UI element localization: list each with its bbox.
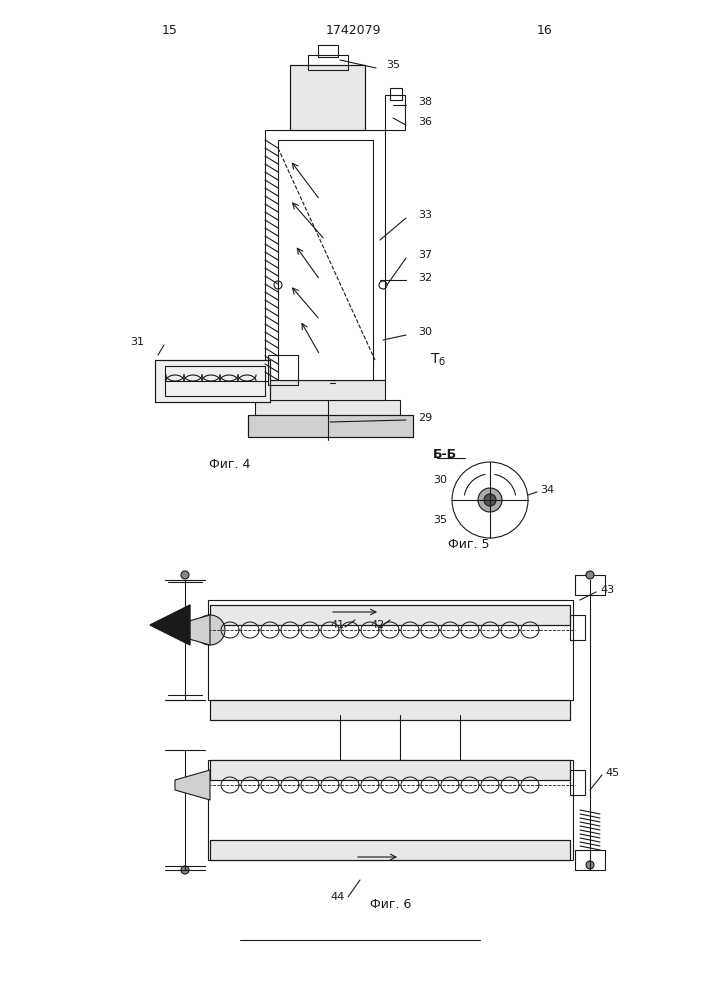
Text: 30: 30 — [418, 327, 432, 337]
Bar — [210, 840, 570, 860]
Bar — [248, 415, 413, 437]
Circle shape — [181, 571, 189, 579]
Circle shape — [181, 866, 189, 874]
Bar — [390, 88, 402, 100]
Text: 29: 29 — [418, 413, 432, 423]
Text: Фиг. 6: Фиг. 6 — [370, 898, 411, 912]
Circle shape — [478, 488, 502, 512]
Text: 45: 45 — [605, 768, 619, 778]
Text: 33: 33 — [418, 210, 432, 220]
Text: 30: 30 — [433, 475, 447, 485]
Circle shape — [586, 571, 594, 579]
Bar — [210, 760, 570, 780]
Circle shape — [586, 861, 594, 869]
Bar — [268, 355, 298, 385]
Text: 35: 35 — [386, 60, 400, 70]
Bar — [210, 760, 570, 780]
Text: 37: 37 — [418, 250, 432, 260]
Bar — [290, 65, 365, 130]
Text: Б-Б: Б-Б — [433, 448, 457, 462]
Text: $\mathsf{T_б}$: $\mathsf{T_б}$ — [430, 352, 446, 368]
Bar — [210, 700, 570, 720]
Bar — [265, 380, 385, 400]
Bar — [570, 770, 585, 795]
Bar — [575, 850, 605, 870]
Text: 38: 38 — [418, 97, 432, 107]
Polygon shape — [175, 615, 210, 645]
Bar — [210, 700, 570, 720]
Text: 41: 41 — [330, 620, 344, 630]
Bar — [570, 615, 585, 640]
Bar — [290, 65, 365, 130]
Text: 1742079: 1742079 — [325, 23, 381, 36]
Text: 34: 34 — [540, 485, 554, 495]
Polygon shape — [150, 605, 190, 645]
Text: 15: 15 — [162, 23, 178, 36]
Bar — [155, 360, 270, 402]
Bar — [265, 130, 385, 380]
Circle shape — [195, 615, 225, 645]
Bar — [385, 95, 405, 130]
Bar — [255, 400, 400, 425]
Bar — [248, 415, 413, 437]
Text: 16: 16 — [537, 23, 553, 36]
Polygon shape — [175, 770, 210, 800]
Text: 44: 44 — [330, 892, 344, 902]
Bar — [308, 55, 348, 70]
Bar — [278, 140, 373, 380]
Text: 31: 31 — [130, 337, 144, 347]
Bar — [208, 760, 573, 860]
Bar — [155, 360, 270, 402]
Text: Фиг. 4: Фиг. 4 — [209, 458, 251, 472]
Text: 36: 36 — [418, 117, 432, 127]
Text: 32: 32 — [418, 273, 432, 283]
Text: 35: 35 — [433, 515, 447, 525]
Text: Фиг. 5: Фиг. 5 — [448, 538, 489, 552]
Bar — [575, 575, 605, 595]
Bar — [210, 840, 570, 860]
Text: 42: 42 — [370, 620, 384, 630]
Bar — [318, 45, 338, 57]
Bar — [208, 600, 573, 700]
Circle shape — [484, 494, 496, 506]
Bar — [210, 605, 570, 625]
Bar — [210, 605, 570, 625]
Text: 43: 43 — [600, 585, 614, 595]
Bar — [165, 366, 265, 396]
